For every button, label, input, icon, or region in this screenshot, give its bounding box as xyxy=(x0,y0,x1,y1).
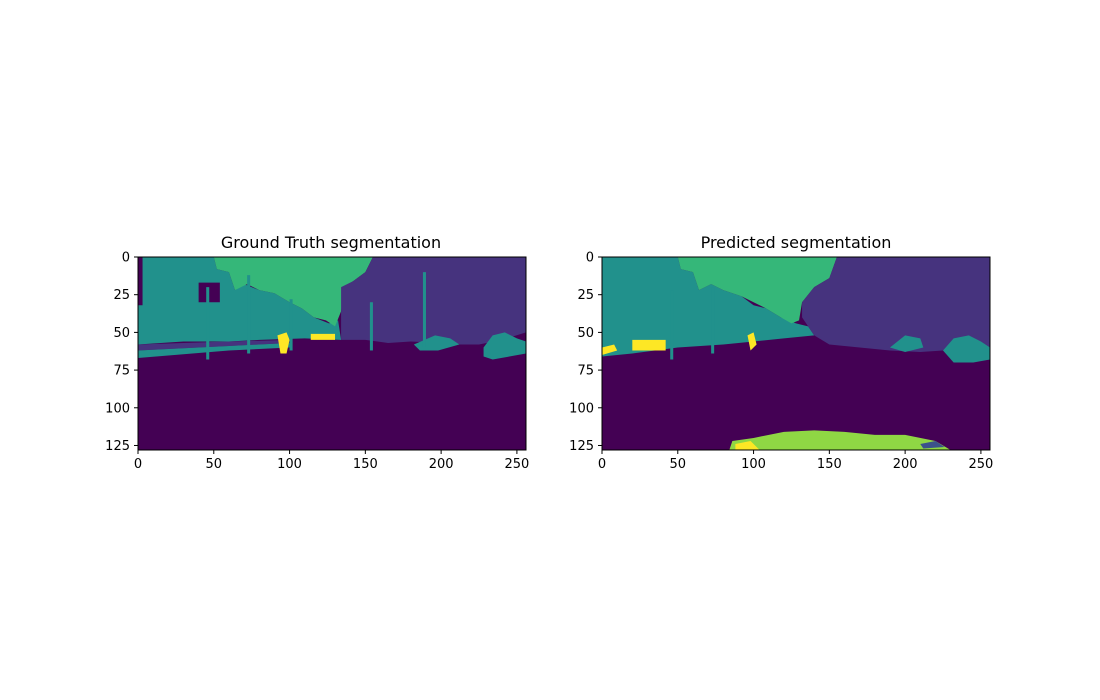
segment-pole-2 xyxy=(247,275,251,354)
y-tick-label: 125 xyxy=(105,439,130,454)
segment-sky xyxy=(677,257,837,324)
predicted-title: Predicted segmentation xyxy=(701,233,892,252)
segment-top-edge-strip xyxy=(138,257,143,306)
segment-bush-right xyxy=(943,335,990,363)
x-tick-label: 150 xyxy=(353,457,378,472)
ground-truth-panel: Ground Truth segmentation 0 50 100 150 200 25… xyxy=(105,233,529,472)
ground-truth-axes: 0 50 100 150 200 250 0 25 50 75 100 125 xyxy=(105,251,529,473)
segment-car-yellow-1 xyxy=(277,332,290,354)
segment-pole-1 xyxy=(206,287,210,360)
segment-road-edge-strip xyxy=(138,339,290,351)
y-tick-label: 0 xyxy=(586,251,594,266)
segment-hood-blue xyxy=(920,440,945,449)
segment-pole-5 xyxy=(422,272,426,348)
y-tick-label: 75 xyxy=(577,364,594,379)
y-tick-label: 0 xyxy=(122,251,130,266)
segment-car-yellow-left xyxy=(632,339,666,351)
x-tick-label: 250 xyxy=(504,457,529,472)
x-tick-label: 200 xyxy=(429,457,454,472)
predicted-axes: 0 50 100 150 200 250 0 25 50 75 100 125 xyxy=(569,251,993,473)
segment-hedge-left xyxy=(138,342,290,359)
segment-hood-yellow xyxy=(735,440,760,450)
predicted-panel: Predicted segmentation 0 50 100 150 200 250 0 2… xyxy=(569,233,993,472)
segment-car-yellow-2 xyxy=(310,333,336,340)
segment-bush-mid xyxy=(889,335,924,352)
x-tick-label: 50 xyxy=(670,457,687,472)
y-tick-label: 100 xyxy=(569,401,594,416)
segment-building-right xyxy=(341,257,526,345)
x-tick-label: 0 xyxy=(598,457,606,472)
y-tick-label: 125 xyxy=(569,439,594,454)
y-tick-label: 50 xyxy=(577,326,594,341)
segment-sky xyxy=(213,257,373,327)
y-tick-label: 100 xyxy=(105,401,130,416)
x-tick-label: 200 xyxy=(893,457,918,472)
segment-pole-4 xyxy=(369,302,373,351)
y-tick-label: 25 xyxy=(113,288,130,303)
x-tick-label: 50 xyxy=(206,457,223,472)
segment-car-yellow-3 xyxy=(747,332,757,351)
segment-pole-3 xyxy=(289,299,293,351)
segment-car-yellow-edge xyxy=(602,344,618,356)
ground-truth-frame xyxy=(137,256,527,451)
ground-truth-title: Ground Truth segmentation xyxy=(221,233,441,252)
predicted-frame xyxy=(601,256,991,451)
predicted-image xyxy=(602,257,990,450)
x-tick-label: 0 xyxy=(134,457,142,472)
segment-hood-lime xyxy=(729,430,951,450)
x-tick-label: 100 xyxy=(277,457,302,472)
y-tick-label: 25 xyxy=(577,288,594,303)
segment-vegetation-left xyxy=(602,257,815,357)
x-tick-label: 100 xyxy=(741,457,766,472)
ground-truth-image xyxy=(138,257,526,450)
y-tick-label: 50 xyxy=(113,326,130,341)
segment-pole-1 xyxy=(670,290,674,360)
x-tick-label: 150 xyxy=(817,457,842,472)
segment-pole-2 xyxy=(711,287,715,354)
y-tick-label: 75 xyxy=(113,364,130,379)
x-tick-label: 250 xyxy=(968,457,993,472)
segment-bush-right xyxy=(483,332,526,360)
segment-building-right xyxy=(802,257,990,360)
